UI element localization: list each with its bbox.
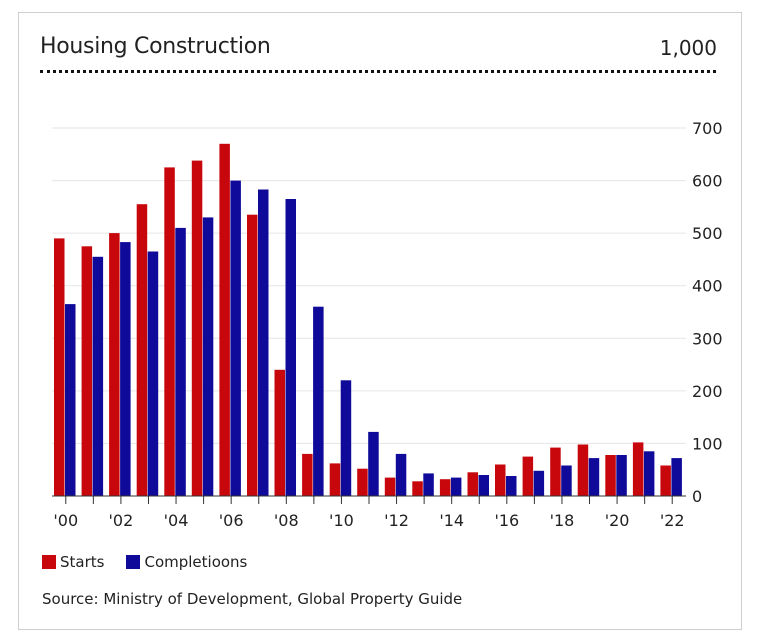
bar-completions bbox=[588, 458, 600, 496]
legend-item-completions: Completioons bbox=[126, 553, 247, 571]
x-tick-label: '14 bbox=[439, 511, 464, 530]
x-tick-label: '08 bbox=[274, 511, 299, 530]
bar-completions bbox=[340, 380, 352, 496]
bar-starts bbox=[274, 369, 285, 496]
legend-swatch-starts bbox=[42, 555, 56, 569]
bar-starts bbox=[495, 464, 506, 496]
bar-starts bbox=[577, 444, 589, 496]
bar-starts bbox=[439, 479, 451, 496]
unit-label: 1,000 bbox=[659, 36, 717, 60]
x-tick-label: '00 bbox=[53, 511, 78, 530]
y-tick-label: 400 bbox=[692, 277, 723, 296]
bar-starts bbox=[412, 481, 423, 496]
legend-swatch-completions bbox=[126, 555, 141, 569]
source-note: Source: Ministry of Development, Global … bbox=[42, 590, 463, 608]
bar-starts bbox=[81, 246, 93, 496]
bar-starts bbox=[384, 477, 396, 496]
bar-completions bbox=[313, 306, 324, 496]
legend: Starts Completioons bbox=[42, 553, 269, 571]
x-tick-label: '10 bbox=[329, 511, 354, 530]
bar-completions bbox=[285, 199, 296, 496]
x-tick-label: '22 bbox=[660, 511, 685, 530]
bar-completions bbox=[258, 189, 269, 496]
bar-completions bbox=[478, 475, 489, 496]
bar-completions bbox=[147, 251, 159, 496]
bar-completions bbox=[65, 304, 76, 496]
bar-starts bbox=[164, 167, 175, 496]
bar-starts bbox=[632, 442, 644, 496]
x-tick-label: '04 bbox=[164, 511, 189, 530]
bar-starts bbox=[467, 472, 478, 496]
y-tick-label: 0 bbox=[692, 487, 702, 506]
bar-starts bbox=[54, 238, 65, 496]
bar-starts bbox=[191, 160, 203, 496]
bar-completions bbox=[368, 431, 379, 496]
y-tick-label: 700 bbox=[692, 119, 723, 138]
bar-completions bbox=[450, 477, 462, 496]
x-tick-label: '16 bbox=[494, 511, 519, 530]
y-tick-label: 300 bbox=[692, 329, 723, 348]
bar-completions bbox=[533, 470, 545, 496]
chart-title: Housing Construction bbox=[40, 34, 271, 59]
bar-starts bbox=[357, 468, 368, 496]
x-tick-label: '06 bbox=[219, 511, 244, 530]
bar-completions bbox=[202, 217, 214, 496]
y-tick-label: 100 bbox=[692, 434, 723, 453]
bar-starts bbox=[660, 465, 671, 496]
y-tick-label: 600 bbox=[692, 172, 723, 191]
bar-completions bbox=[92, 256, 104, 496]
bar-starts bbox=[109, 233, 120, 496]
x-tick-label: '12 bbox=[384, 511, 409, 530]
bar-starts bbox=[219, 143, 230, 497]
bar-completions bbox=[230, 180, 241, 496]
bar-starts bbox=[247, 214, 258, 496]
bar-completions bbox=[175, 227, 186, 496]
bar-completions bbox=[506, 476, 517, 496]
legend-label-starts: Starts bbox=[60, 553, 105, 571]
y-tick-label: 500 bbox=[692, 224, 723, 243]
bar-starts bbox=[522, 456, 534, 496]
y-tick-label: 200 bbox=[692, 382, 723, 401]
bar-completions bbox=[395, 453, 407, 496]
bar-completions bbox=[616, 455, 627, 496]
bar-starts bbox=[605, 455, 616, 496]
title-divider bbox=[40, 70, 716, 73]
bar-starts bbox=[136, 204, 148, 496]
bar-starts bbox=[302, 453, 313, 496]
legend-item-starts: Starts bbox=[42, 553, 104, 571]
x-tick-label: '02 bbox=[109, 511, 134, 530]
legend-label-completions: Completioons bbox=[144, 553, 248, 571]
bar-starts bbox=[329, 463, 341, 496]
bar-completions bbox=[643, 451, 655, 496]
bar-completions bbox=[120, 242, 131, 496]
bar-completions bbox=[671, 458, 682, 496]
bar-completions bbox=[423, 473, 434, 496]
bar-completions bbox=[561, 465, 572, 496]
x-tick-label: '18 bbox=[550, 511, 575, 530]
x-tick-label: '20 bbox=[605, 511, 630, 530]
bar-starts bbox=[550, 447, 561, 496]
